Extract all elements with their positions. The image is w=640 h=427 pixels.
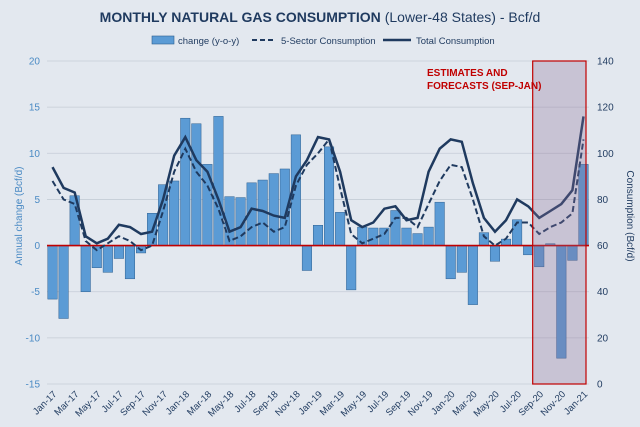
bar-change (301, 245, 312, 271)
y-right-tick-label: 20 (597, 333, 609, 344)
legend: change (y-o-y) 5-Sector Consumption Tota… (151, 35, 495, 47)
y-left-tick-label: 20 (29, 57, 41, 68)
bar-change (324, 146, 335, 246)
bar-change (335, 212, 346, 246)
forecast-region: ESTIMATES AND FORECASTS (SEP-JAN) (427, 60, 587, 385)
y-left-tick-label: 10 (29, 149, 41, 160)
line-total-consumption (51, 116, 585, 245)
y-axis-right-ticks: 0 20 40 60 80 100 120 140 (597, 57, 614, 391)
bar-change (501, 238, 512, 246)
bar-change (489, 245, 500, 262)
chart-title-main: MONTHLY NATURAL GAS CONSUMPTION (100, 9, 381, 25)
bar-change (401, 227, 412, 246)
chart-title: MONTHLY NATURAL GAS CONSUMPTION (Lower-48… (100, 9, 541, 25)
bar-change (113, 245, 124, 259)
bar-change (423, 226, 434, 246)
x-tick-label: Nov-17 (141, 389, 170, 418)
y-left-tick-label: 5 (34, 195, 40, 206)
y-axis-left-label: Annual change (Bcf/d) (14, 167, 25, 266)
y-right-tick-label: 80 (597, 195, 609, 206)
x-tick-label: Nov-19 (406, 389, 435, 418)
y-left-tick-label: 15 (29, 103, 41, 114)
y-left-tick-label: 0 (34, 241, 40, 252)
bar-change (268, 173, 279, 246)
bar-change (456, 245, 467, 273)
y-axis-right-label: Consumption (Bcf/d) (624, 170, 635, 261)
bar-change (202, 164, 213, 246)
y-axis-left-ticks: -15 -10 -5 0 5 10 15 20 (26, 57, 41, 391)
forecast-label-line2: FORECASTS (SEP-JAN) (427, 81, 541, 92)
y-right-tick-label: 40 (597, 287, 609, 298)
y-left-tick-label: -5 (31, 287, 40, 298)
bar-change (445, 245, 456, 280)
chart-title-suffix: (Lower-48 States) - Bcf/d (385, 9, 541, 25)
y-left-tick-label: -10 (26, 333, 41, 344)
gridlines (47, 60, 589, 385)
x-axis-ticks: Jan-17Mar-17May-17Jul-17Sep-17Nov-17Jan-… (31, 389, 590, 419)
y-right-tick-label: 140 (597, 57, 614, 68)
y-right-tick-label: 120 (597, 103, 614, 114)
bar-change (346, 245, 357, 291)
bar-change (191, 123, 202, 246)
y-left-tick-label: -15 (26, 380, 41, 391)
bar-change (312, 225, 324, 246)
bar-change (169, 180, 180, 246)
forecast-label-line1: ESTIMATES AND (427, 68, 508, 79)
bar-change (47, 245, 58, 300)
bar-change (412, 233, 423, 246)
bar-change (58, 245, 69, 319)
bar-change (124, 245, 135, 280)
bar-change (158, 184, 169, 246)
forecast-box (532, 60, 587, 385)
line-series (51, 116, 585, 252)
bar-change (390, 210, 401, 246)
bar-change (102, 245, 113, 273)
bar-change (213, 116, 224, 246)
line-5-sector-consumption (51, 137, 585, 252)
legend-label-total: Total Consumption (416, 36, 495, 47)
y-right-tick-label: 0 (597, 380, 603, 391)
x-tick-label: Nov-20 (539, 389, 568, 418)
y-right-tick-label: 60 (597, 241, 609, 252)
x-tick-label: Jan-21 (562, 389, 590, 417)
legend-label-5-sector: 5-Sector Consumption (281, 36, 376, 47)
legend-label-change: change (y-o-y) (178, 36, 239, 47)
bar-change (80, 245, 91, 292)
y-right-tick-label: 100 (597, 149, 614, 160)
bar-change (523, 245, 534, 256)
x-tick-label: Nov-18 (273, 389, 302, 418)
bar-series-change (47, 116, 589, 359)
bar-change (434, 201, 445, 246)
legend-swatch-change (151, 35, 175, 45)
bar-change (467, 245, 478, 305)
